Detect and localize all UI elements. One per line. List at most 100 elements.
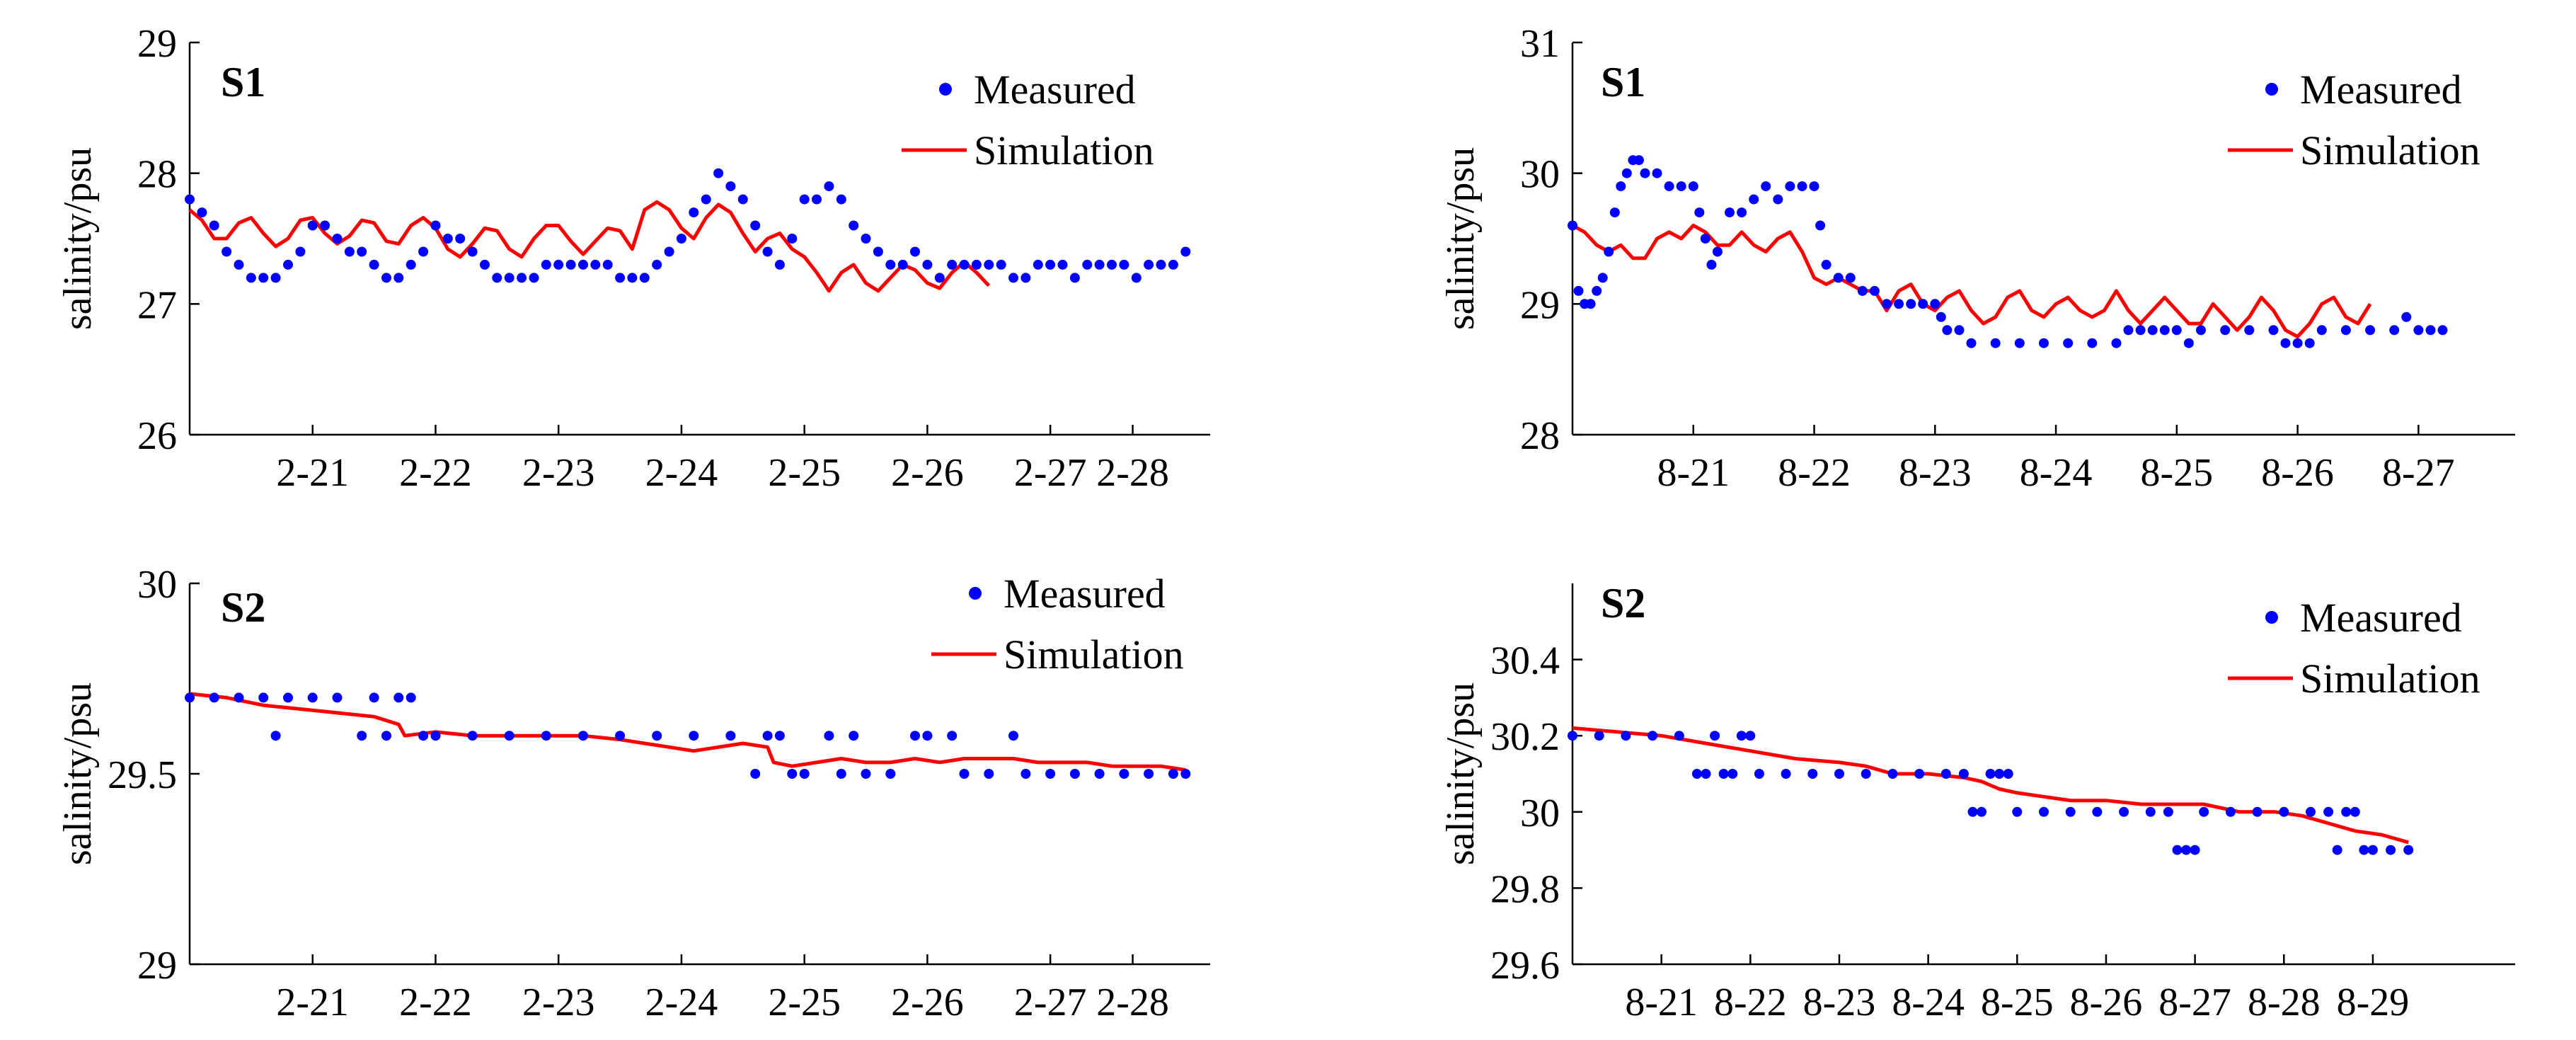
- measured-point: [209, 220, 219, 231]
- measured-point: [2145, 806, 2156, 817]
- measured-point: [418, 246, 429, 257]
- y-tick-label: 29: [1520, 283, 1560, 327]
- measured-point: [467, 731, 478, 741]
- measured-point: [737, 194, 748, 205]
- measured-point: [1621, 731, 1631, 741]
- measured-point: [2280, 338, 2291, 348]
- measured-point: [799, 769, 810, 779]
- measured-point: [689, 207, 699, 218]
- measured-point: [1918, 299, 1928, 309]
- measured-point: [480, 259, 490, 270]
- measured-point: [1045, 769, 1056, 779]
- measured-point: [836, 769, 846, 779]
- measured-point: [553, 259, 564, 270]
- measured-point: [1882, 299, 1892, 309]
- measured-point: [381, 273, 391, 283]
- legend-simulation-label: Simulation: [2300, 656, 2480, 702]
- measured-point: [1815, 220, 1826, 231]
- x-tick-label: 2-24: [645, 451, 718, 495]
- measured-point: [1701, 769, 1711, 779]
- measured-point: [1082, 259, 1093, 270]
- chart-panel-2: 28 29 30 31 8-21 8-22 8-23 8-24 8-25 8-26 8-27 sali…: [1439, 22, 2515, 495]
- measured-point: [578, 731, 588, 741]
- measured-point: [787, 234, 798, 244]
- measured-point: [258, 273, 269, 283]
- measured-point: [467, 246, 478, 257]
- measured-point: [1930, 299, 1940, 309]
- measured-point: [836, 194, 846, 205]
- measured-point: [2012, 806, 2023, 817]
- measured-point: [1057, 259, 1068, 270]
- y-tick-label: 29.8: [1490, 867, 1560, 911]
- measured-point: [910, 731, 920, 741]
- measured-point: [418, 731, 429, 741]
- measured-point: [1640, 168, 1650, 178]
- measured-point: [2350, 806, 2360, 817]
- measured-point: [934, 273, 945, 283]
- chart-panel-1: 26 27 28 29 2-21 2-22 2-23 2-24 2-25 2-26 2-27 2-28…: [56, 22, 1210, 495]
- measured-point: [442, 234, 453, 244]
- measured-point: [1712, 246, 1723, 257]
- measured-point: [565, 259, 576, 270]
- measured-point: [873, 246, 883, 257]
- x-tick-label: 2-28: [1096, 981, 1169, 1024]
- measured-point: [1573, 285, 1584, 296]
- measured-point: [2147, 325, 2158, 336]
- x-tick-label: 8-27: [2382, 451, 2455, 495]
- measured-point: [357, 246, 367, 257]
- legend-measured-label: Measured: [2300, 67, 2462, 113]
- legend-measured-marker: [969, 587, 982, 600]
- y-axis-label: salinity/psu: [56, 147, 100, 330]
- measured-point: [1069, 273, 1080, 283]
- measured-point: [774, 731, 785, 741]
- x-tick-label: 2-27: [1014, 981, 1087, 1024]
- y-tick-label: 28: [1520, 414, 1560, 458]
- y-tick-label: 28: [137, 153, 177, 197]
- measured-point: [947, 259, 958, 270]
- legend: Measured Simulation: [2228, 67, 2480, 173]
- measured-point: [2003, 769, 2013, 779]
- measured-point: [2306, 806, 2316, 817]
- measured-point: [639, 273, 650, 283]
- measured-point: [750, 220, 761, 231]
- measured-point: [2087, 338, 2098, 348]
- measured-point: [2065, 806, 2076, 817]
- measured-point: [2292, 338, 2303, 348]
- measured-point: [1700, 234, 1710, 244]
- measured-point: [1785, 181, 1795, 192]
- measured-point: [2119, 806, 2129, 817]
- measured-point: [406, 259, 416, 270]
- measured-point: [578, 259, 588, 270]
- x-tick-label: 2-22: [399, 451, 472, 495]
- measured-point: [2220, 325, 2231, 336]
- measured-point: [2111, 338, 2122, 348]
- measured-point: [1168, 769, 1178, 779]
- legend-simulation-label: Simulation: [2300, 127, 2480, 173]
- measured-point: [615, 731, 626, 741]
- measured-point: [959, 259, 970, 270]
- legend-measured-marker: [2265, 83, 2278, 96]
- measured-point: [2159, 325, 2170, 336]
- x-tick-label: 8-23: [1803, 981, 1876, 1024]
- measured-point: [307, 692, 318, 703]
- measured-point: [2183, 338, 2194, 348]
- measured-point: [258, 692, 269, 703]
- simulation-series-line: [1571, 224, 2372, 338]
- measured-point: [2196, 325, 2206, 336]
- measured-point: [1568, 731, 1577, 741]
- measured-point: [725, 181, 736, 192]
- legend-simulation-label: Simulation: [1004, 632, 1184, 678]
- measured-point: [283, 259, 293, 270]
- measured-point: [2092, 806, 2103, 817]
- measured-point: [541, 731, 551, 741]
- measured-point: [2425, 325, 2436, 336]
- measured-point: [369, 259, 379, 270]
- measured-point: [1821, 259, 1832, 270]
- y-tick-label: 29.5: [108, 753, 177, 797]
- y-tick-label: 31: [1520, 22, 1560, 66]
- measured-point: [185, 692, 195, 703]
- measured-point: [2389, 325, 2400, 336]
- measured-point: [1069, 769, 1080, 779]
- measured-point: [1990, 338, 2001, 348]
